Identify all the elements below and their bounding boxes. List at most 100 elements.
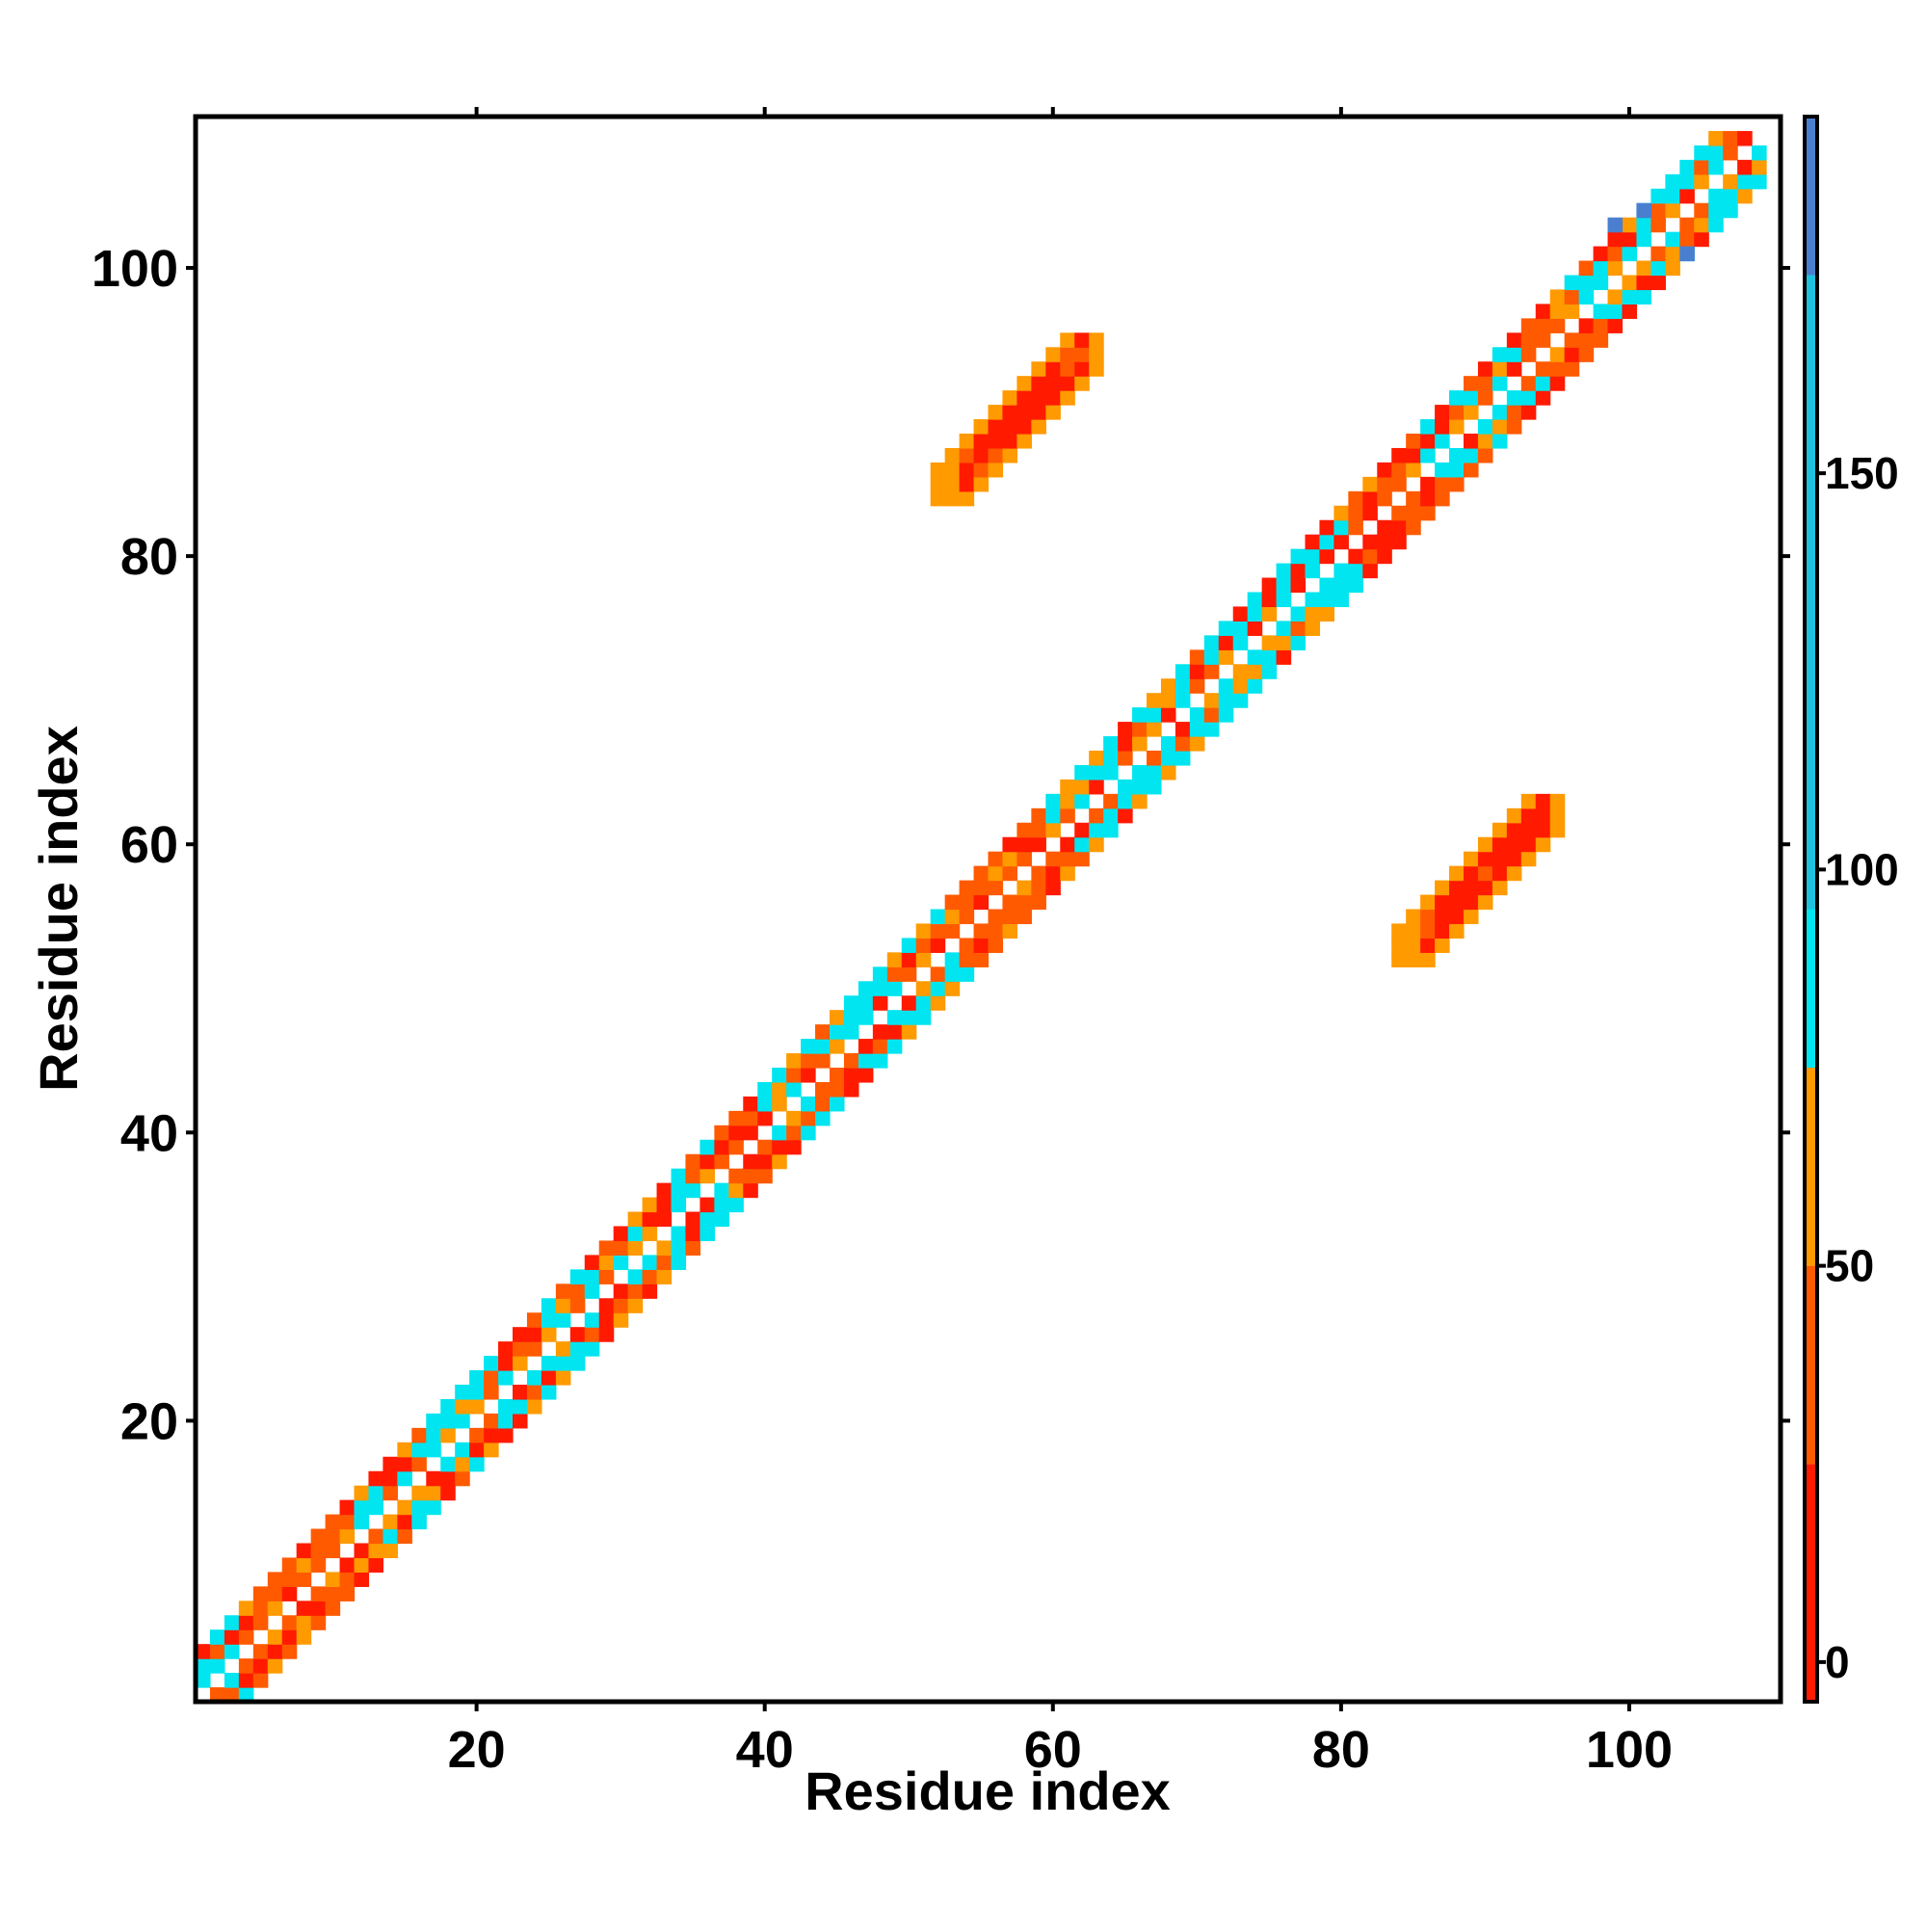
heat-cell bbox=[1607, 304, 1623, 319]
heat-cell bbox=[973, 880, 990, 896]
heat-cell bbox=[959, 447, 975, 463]
heat-cell bbox=[1435, 476, 1450, 492]
heat-cell bbox=[1060, 836, 1075, 853]
heat-cell bbox=[973, 434, 990, 449]
heat-cell bbox=[238, 1629, 254, 1645]
heat-cell bbox=[484, 1370, 499, 1386]
heat-cell bbox=[411, 1456, 427, 1472]
heat-cell bbox=[1665, 188, 1680, 204]
heat-cell bbox=[1060, 347, 1075, 362]
heat-cell bbox=[252, 1586, 269, 1601]
heat-cell bbox=[440, 1470, 456, 1487]
heat-cell bbox=[1218, 635, 1234, 650]
heat-cell bbox=[886, 1010, 903, 1025]
heat-cell bbox=[1435, 923, 1450, 940]
heat-cell bbox=[1060, 332, 1075, 348]
heat-cell bbox=[1406, 505, 1421, 521]
heat-cell bbox=[714, 1197, 729, 1213]
heat-cell bbox=[1261, 635, 1278, 650]
colorbar-band bbox=[1805, 1464, 1817, 1702]
heat-cell bbox=[988, 419, 1004, 435]
heat-cell bbox=[1348, 490, 1363, 507]
heat-cell bbox=[1218, 678, 1234, 694]
heat-cell bbox=[1247, 664, 1263, 679]
heat-cell bbox=[325, 1586, 341, 1601]
heat-cell bbox=[1449, 390, 1465, 406]
heat-cell bbox=[310, 1543, 327, 1559]
heat-cell bbox=[757, 1168, 773, 1184]
heat-cell bbox=[1232, 635, 1249, 650]
heat-cell bbox=[1160, 736, 1176, 752]
heat-cell bbox=[1089, 332, 1104, 348]
heat-cell bbox=[1449, 909, 1465, 925]
heat-cell bbox=[569, 1327, 586, 1342]
heat-cell bbox=[930, 909, 946, 925]
heat-cell bbox=[1147, 693, 1162, 708]
heat-cell bbox=[915, 995, 932, 1011]
heat-cell bbox=[598, 1298, 615, 1313]
heat-cell bbox=[1319, 534, 1335, 550]
heat-cell bbox=[872, 1053, 888, 1069]
heat-cell bbox=[642, 1255, 658, 1270]
heat-cell bbox=[1665, 231, 1680, 248]
heat-cell bbox=[1650, 246, 1666, 262]
heat-cell bbox=[1031, 405, 1046, 420]
heat-cell bbox=[1002, 851, 1018, 867]
heat-cell bbox=[1464, 405, 1479, 420]
heat-cell bbox=[484, 1427, 499, 1443]
heat-cell bbox=[959, 434, 975, 449]
heat-cell bbox=[1679, 231, 1695, 248]
heat-cell bbox=[959, 952, 975, 967]
heat-cell bbox=[786, 1053, 802, 1069]
heat-cell bbox=[1435, 419, 1450, 435]
heat-cell bbox=[830, 1068, 845, 1083]
heat-cell bbox=[526, 1398, 542, 1415]
heat-cell bbox=[815, 1081, 831, 1098]
heat-cell bbox=[714, 1139, 729, 1155]
heat-cell bbox=[397, 1514, 412, 1530]
heat-cell bbox=[325, 1572, 341, 1587]
heat-cell bbox=[1089, 779, 1104, 795]
heat-cell bbox=[930, 966, 946, 982]
heat-cell bbox=[498, 1413, 514, 1429]
heat-cell bbox=[1377, 548, 1392, 565]
heat-cell bbox=[1520, 405, 1537, 420]
heat-cell bbox=[1276, 577, 1292, 594]
heat-cell bbox=[1477, 836, 1493, 853]
heat-cell bbox=[1549, 822, 1566, 838]
heat-cell bbox=[988, 938, 1004, 953]
heat-cell bbox=[555, 1312, 571, 1328]
heat-cell bbox=[1002, 405, 1018, 420]
heat-cell bbox=[513, 1356, 528, 1371]
heat-cell bbox=[1535, 836, 1551, 853]
heat-cell bbox=[815, 1096, 831, 1112]
heat-cell bbox=[1362, 548, 1378, 565]
heat-cell bbox=[613, 1312, 629, 1328]
heat-cell bbox=[1535, 822, 1551, 838]
heat-cell bbox=[944, 462, 961, 478]
heat-cell bbox=[671, 1255, 687, 1270]
heat-cell bbox=[772, 1153, 787, 1170]
heat-cell bbox=[1723, 130, 1738, 146]
heat-cell bbox=[1391, 534, 1407, 550]
heat-cell bbox=[1520, 347, 1537, 362]
heat-cell bbox=[196, 1644, 211, 1659]
heat-cell bbox=[1362, 476, 1378, 492]
heat-cell bbox=[1276, 635, 1292, 650]
heat-cell bbox=[1449, 462, 1465, 478]
heat-cell bbox=[1160, 693, 1176, 708]
heat-cell bbox=[310, 1528, 327, 1545]
heat-cell bbox=[1002, 434, 1018, 449]
heat-cell bbox=[1549, 361, 1566, 377]
heat-cell bbox=[1319, 548, 1335, 565]
colorbar-tick-label: 50 bbox=[1825, 1241, 1874, 1291]
heat-cell bbox=[1506, 361, 1522, 377]
heat-cell bbox=[1636, 217, 1652, 233]
heat-cell bbox=[930, 490, 946, 507]
heat-cell bbox=[1232, 678, 1249, 694]
heat-cell bbox=[930, 995, 946, 1011]
heat-cell bbox=[714, 1211, 729, 1228]
heat-cell bbox=[801, 1053, 816, 1069]
heat-cell bbox=[1406, 923, 1421, 940]
heat-cell bbox=[627, 1211, 644, 1228]
